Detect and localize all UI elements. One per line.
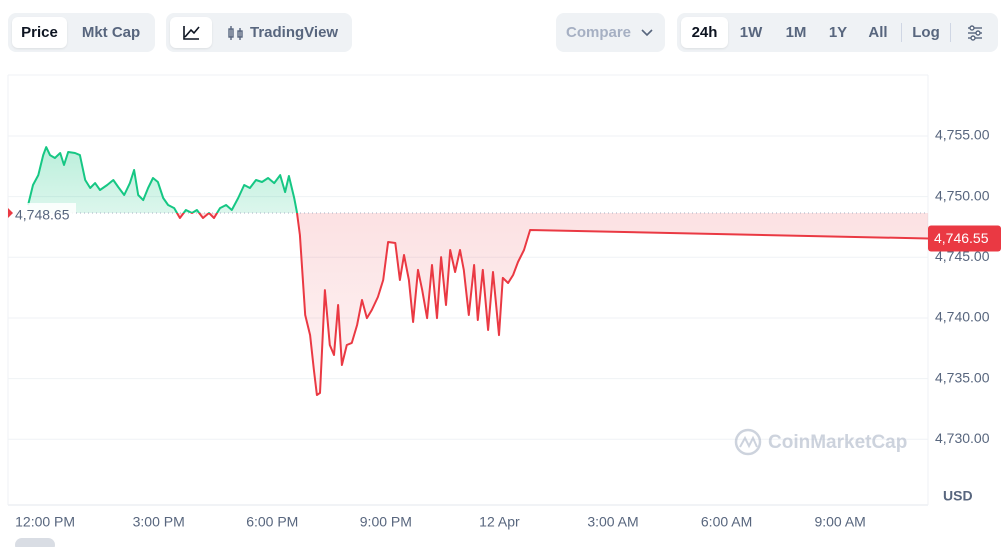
y-tick-label: 4,730.00 bbox=[935, 430, 990, 446]
watermark-logo bbox=[734, 428, 762, 456]
y-tick-label: 4,740.00 bbox=[935, 309, 990, 325]
reference-marker bbox=[8, 208, 13, 219]
range-button[interactable]: 1W bbox=[739, 24, 763, 41]
scroll-handle bbox=[15, 538, 55, 547]
style-group: TradingView bbox=[166, 13, 352, 52]
settings-button[interactable] bbox=[958, 17, 992, 48]
x-tick-label: 12:00 PM bbox=[15, 514, 75, 530]
x-tick-label: 6:00 PM bbox=[246, 514, 298, 530]
reference-label-bg bbox=[12, 203, 76, 224]
log-button[interactable]: Log bbox=[912, 24, 940, 41]
range-button[interactable]: 24h bbox=[681, 17, 728, 48]
compare-dropdown[interactable]: Compare bbox=[556, 13, 665, 52]
tradingview-label: TradingView bbox=[250, 24, 339, 41]
x-tick-label: 12 Apr bbox=[479, 514, 520, 530]
settings-icon bbox=[968, 25, 982, 41]
tradingview-button[interactable]: TradingView bbox=[222, 17, 346, 48]
line-style-button[interactable] bbox=[170, 17, 212, 48]
area-fill bbox=[28, 147, 929, 395]
x-tick-label: 3:00 PM bbox=[133, 514, 185, 530]
y-tick-label: 4,750.00 bbox=[935, 187, 990, 203]
y-tick-label: 4,755.00 bbox=[935, 127, 990, 143]
x-tick-label: 9:00 PM bbox=[360, 514, 412, 530]
compare-label: Compare bbox=[565, 24, 632, 41]
last-price-label: 4,746.55 bbox=[934, 230, 989, 246]
x-tick-label: 3:00 AM bbox=[587, 514, 638, 530]
tab[interactable]: Price bbox=[12, 17, 67, 48]
watermark-logo bbox=[739, 435, 758, 449]
x-tick-label: 9:00 AM bbox=[814, 514, 865, 530]
range-group: 24h 1W 1M 1Y All Log bbox=[677, 13, 998, 52]
tab[interactable]: Mkt Cap bbox=[81, 24, 141, 41]
x-tick-label: 6:00 AM bbox=[701, 514, 752, 530]
y-tick-label: 4,735.00 bbox=[935, 369, 990, 385]
y-unit-label: USD bbox=[943, 488, 973, 504]
candle-icon bbox=[228, 26, 243, 40]
price-line bbox=[27, 146, 929, 396]
chevron-icon bbox=[641, 29, 653, 37]
reference-label: 4,748.65 bbox=[15, 207, 70, 223]
separator bbox=[901, 23, 902, 42]
y-tick-label: 4,745.00 bbox=[935, 248, 990, 264]
watermark: CoinMarketCap bbox=[734, 428, 907, 456]
separator bbox=[950, 23, 951, 42]
range-button[interactable]: 1M bbox=[785, 24, 807, 41]
range-button[interactable]: All bbox=[868, 24, 888, 41]
watermark-text: CoinMarketCap bbox=[768, 432, 907, 453]
last-price-tag bbox=[928, 225, 1001, 252]
range-button[interactable]: 1Y bbox=[828, 24, 848, 41]
tab-group: Price Mkt Cap bbox=[8, 13, 155, 52]
line-icon bbox=[183, 26, 200, 40]
